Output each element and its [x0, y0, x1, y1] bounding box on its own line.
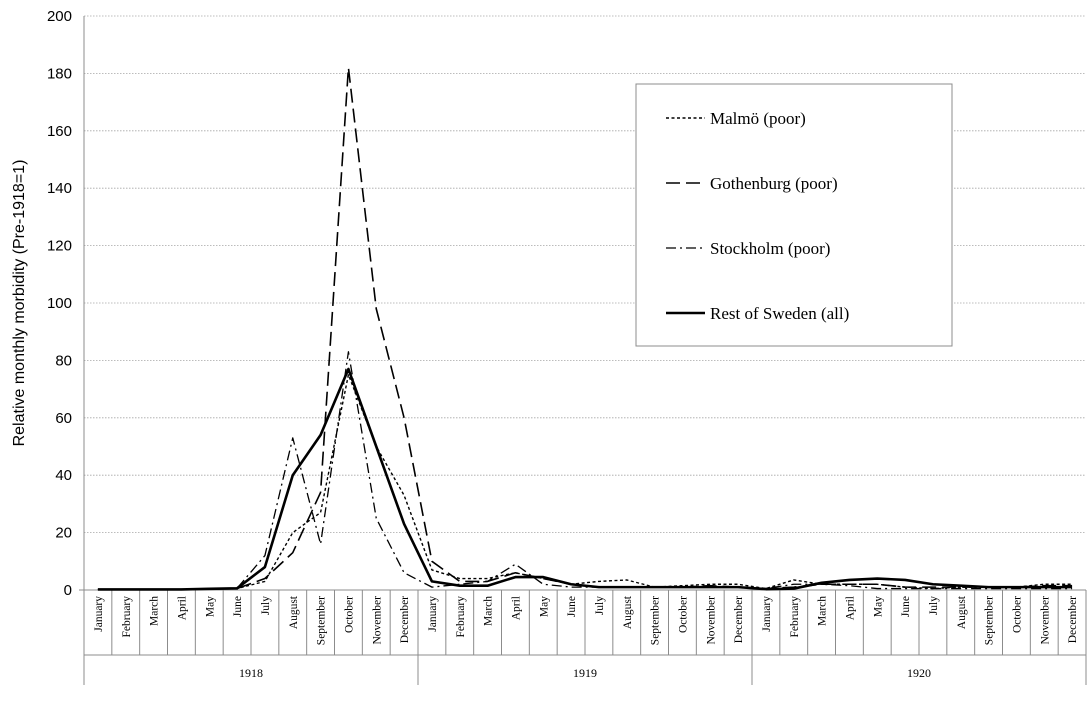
x-tick-label: February: [789, 596, 801, 638]
legend-label: Rest of Sweden (all): [710, 304, 849, 323]
x-tick-label: March: [483, 596, 495, 626]
x-tick-label: November: [371, 596, 383, 645]
x-tick-label: October: [343, 596, 355, 633]
x-tick-label: May: [872, 596, 884, 617]
x-tick-label: September: [316, 596, 328, 645]
x-tick-label: January: [427, 596, 439, 632]
x-tick-label: June: [232, 596, 244, 617]
y-tick-labels: 0 20 40 60 80 100 120 140 160 180 200: [47, 8, 72, 599]
x-tick-label: March: [149, 596, 161, 626]
y-tick-label: 80: [55, 352, 72, 369]
x-tick-label: October: [1011, 596, 1023, 633]
x-tick-label: September: [984, 596, 996, 645]
x-tick-label: April: [510, 596, 522, 620]
x-tick-label: May: [204, 596, 216, 617]
y-tick-label: 20: [55, 525, 72, 542]
legend-label: Stockholm (poor): [710, 239, 830, 258]
x-tick-labels: 1918 1919 1920 January February March April May…: [93, 595, 1079, 680]
y-tick-label: 200: [47, 8, 72, 25]
x-tick-label: January: [761, 596, 773, 632]
y-tick-label: 120: [47, 238, 72, 255]
y-tick-label: 160: [47, 123, 72, 140]
x-tick-label: May: [538, 596, 550, 617]
x-tick-label: December: [399, 596, 411, 643]
x-tick-label: January: [93, 596, 105, 632]
x-tick-label: June: [900, 596, 912, 617]
y-tick-label: 100: [47, 295, 72, 312]
y-tick-label: 40: [55, 467, 72, 484]
series-line: [97, 351, 1073, 591]
series-line: [97, 367, 1073, 591]
x-tick-label: February: [121, 596, 133, 638]
legend-label: Gothenburg (poor): [710, 174, 838, 193]
y-tick-label: 140: [47, 180, 72, 197]
legend-items: Malmö (poor) Gothenburg (poor) Stockholm (…: [666, 109, 849, 323]
y-tick-label: 0: [64, 582, 72, 599]
y-axis-label: Relative monthly morbidity (Pre-1918=1): [11, 160, 28, 447]
series-line: [97, 374, 1073, 591]
x-tick-label: July: [928, 596, 940, 615]
x-tick-label: August: [956, 595, 968, 629]
x-tick-label: December: [733, 596, 745, 643]
x-tick-label: September: [650, 596, 662, 645]
y-tick-label: 60: [55, 410, 72, 427]
year-label: 1919: [573, 666, 597, 680]
x-tick-label: March: [817, 596, 829, 626]
series-lines: [97, 66, 1073, 591]
x-tick-label: April: [176, 596, 188, 620]
x-tick-label: December: [1067, 596, 1079, 643]
x-tick-label: April: [844, 596, 856, 620]
x-tick-label: October: [677, 596, 689, 633]
x-tick-label: June: [566, 596, 578, 617]
x-tick-label: August: [622, 595, 634, 629]
legend-box: [635, 83, 953, 347]
x-tick-label: August: [288, 595, 300, 629]
year-label: 1920: [907, 666, 931, 680]
year-label: 1918: [239, 666, 263, 680]
legend: Malmö (poor) Gothenburg (poor) Stockholm (…: [635, 83, 953, 347]
x-tick-label: July: [260, 596, 272, 615]
x-tick-label: July: [594, 596, 606, 615]
x-tick-label: November: [1039, 596, 1051, 645]
y-tick-label: 180: [47, 65, 72, 82]
x-tick-label: February: [455, 596, 467, 638]
legend-label: Malmö (poor): [710, 109, 806, 128]
axes: [79, 16, 1087, 685]
x-tick-label: November: [705, 596, 717, 645]
